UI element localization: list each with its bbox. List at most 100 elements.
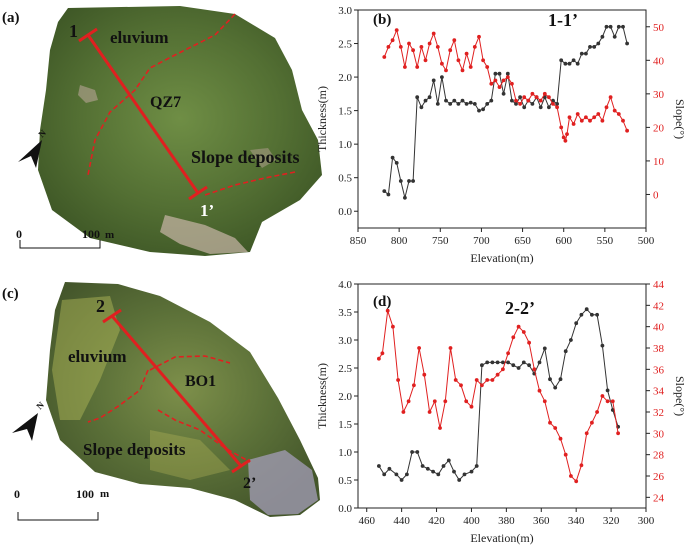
chart-d: 460 440 420 400 380 360 340 320 300 0.0 0.5 1.0 1.5 2… bbox=[315, 279, 685, 545]
thickness-point bbox=[435, 102, 440, 106]
thickness-point bbox=[574, 321, 579, 326]
x-tick-label: 500 bbox=[638, 235, 655, 247]
slope-point bbox=[516, 324, 521, 329]
thickness-point bbox=[415, 450, 420, 454]
thickness-point bbox=[387, 466, 392, 471]
thickness-point bbox=[530, 102, 535, 106]
slope-point bbox=[377, 356, 381, 361]
thickness-point bbox=[464, 102, 469, 106]
slope-series-line bbox=[378, 310, 619, 483]
map-c-profile-cap bbox=[102, 308, 122, 324]
slope-point bbox=[527, 340, 531, 345]
thickness-point bbox=[501, 360, 505, 365]
y2-axis-label: Slope(°) bbox=[673, 99, 685, 139]
thickness-point bbox=[605, 388, 610, 393]
scale-bar-c: 0 100 m bbox=[14, 487, 109, 521]
thickness-point bbox=[548, 377, 552, 382]
y-tick-label: 1.5 bbox=[338, 106, 352, 118]
slope-point bbox=[542, 91, 547, 96]
slope-point bbox=[595, 410, 599, 414]
slope-point bbox=[571, 122, 576, 126]
y-tick-label: 2.5 bbox=[338, 363, 352, 375]
scale-c-unit: m bbox=[100, 488, 109, 500]
map-c-eluvium-label: eluvium bbox=[68, 347, 127, 366]
map-c-profile-cap bbox=[231, 458, 251, 474]
thickness-point bbox=[588, 45, 592, 49]
x-tick-label: 440 bbox=[393, 515, 410, 527]
slope-point bbox=[497, 85, 502, 89]
slope-point bbox=[411, 48, 415, 53]
map-a-start-label: 1 bbox=[69, 21, 78, 41]
slope-point bbox=[526, 98, 531, 103]
chart-title: 1-1’ bbox=[548, 10, 578, 30]
map-c-slope-label: Slope deposits bbox=[83, 440, 186, 459]
slope-point bbox=[559, 125, 564, 130]
thickness-point bbox=[382, 472, 387, 477]
thickness-point bbox=[516, 366, 521, 370]
slope-point bbox=[600, 394, 605, 398]
map-c-end-label: 2’ bbox=[243, 475, 256, 492]
thickness-point bbox=[394, 472, 399, 477]
panel-label: (d) bbox=[373, 294, 391, 310]
x-tick-label: 420 bbox=[428, 515, 445, 527]
thickness-point bbox=[452, 469, 456, 474]
slope-point bbox=[398, 45, 403, 49]
thickness-point bbox=[460, 98, 465, 103]
thickness-point bbox=[489, 98, 494, 103]
slope-point bbox=[385, 308, 390, 313]
thickness-point bbox=[510, 98, 514, 103]
x-tick-label: 550 bbox=[597, 235, 614, 247]
thickness-point bbox=[527, 363, 531, 368]
slope-point bbox=[501, 78, 506, 83]
slope-point bbox=[511, 335, 516, 340]
slope-point bbox=[453, 378, 458, 382]
thickness-point bbox=[506, 360, 510, 365]
y-tick-label: 2.0 bbox=[338, 72, 352, 84]
slope-point bbox=[472, 45, 477, 49]
y2-tick-label: 20 bbox=[653, 122, 665, 134]
map-a-profile-cap bbox=[188, 185, 208, 201]
slope-point bbox=[584, 431, 589, 436]
slope-point bbox=[547, 95, 551, 100]
slope-point bbox=[427, 410, 432, 414]
thickness-point bbox=[481, 107, 485, 112]
x-tick-label: 400 bbox=[463, 515, 480, 527]
thickness-point bbox=[537, 360, 542, 365]
slope-point bbox=[431, 31, 436, 36]
slope-point bbox=[394, 28, 399, 32]
slope-point bbox=[561, 135, 566, 140]
chart-title: 2-2’ bbox=[505, 298, 535, 318]
thickness-point bbox=[469, 469, 474, 474]
slope-point bbox=[415, 65, 420, 69]
thickness-point bbox=[547, 105, 551, 110]
scale-c-zero: 0 bbox=[14, 487, 20, 501]
slope-point bbox=[563, 138, 568, 143]
slope-point bbox=[396, 378, 400, 382]
thickness-point bbox=[452, 98, 457, 103]
thickness-point bbox=[485, 102, 490, 106]
slope-point bbox=[522, 95, 527, 100]
y2-tick-label: 32 bbox=[653, 407, 664, 419]
slope-point bbox=[464, 399, 469, 404]
y2-tick-label: 24 bbox=[653, 492, 665, 504]
thickness-point bbox=[522, 105, 527, 110]
slope-point bbox=[579, 463, 584, 468]
slope-point bbox=[551, 102, 555, 106]
y2-tick-label: 40 bbox=[653, 322, 665, 334]
x-tick-label: 380 bbox=[498, 515, 515, 527]
map-c-yellow-vegetation bbox=[52, 296, 120, 420]
map-a-eluvium-boundary bbox=[87, 13, 236, 176]
thickness-point bbox=[511, 363, 516, 368]
y2-tick-label: 28 bbox=[653, 450, 665, 462]
slope-point bbox=[435, 45, 440, 49]
thickness-point bbox=[514, 102, 518, 106]
slope-point bbox=[468, 65, 473, 69]
slope-point bbox=[604, 105, 609, 110]
slope-point bbox=[423, 58, 428, 63]
slope-point bbox=[493, 78, 498, 83]
slope-point bbox=[534, 95, 539, 100]
slope-point bbox=[386, 45, 391, 49]
slope-point bbox=[621, 118, 625, 123]
slope-point bbox=[401, 410, 406, 414]
x-tick-label: 460 bbox=[358, 515, 375, 527]
